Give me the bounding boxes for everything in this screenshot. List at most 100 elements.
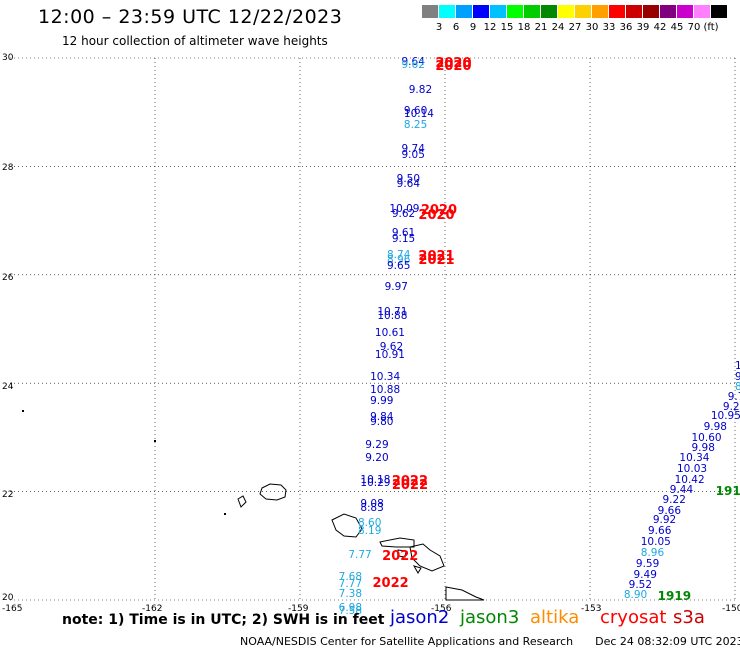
wave-height-observation: 9.97 <box>384 281 408 294</box>
wave-height-observation: 9.15 <box>391 232 416 245</box>
island-molokai <box>379 537 415 548</box>
wave-height-observation: 8.83 <box>360 501 384 514</box>
lon-label-150: -150 <box>722 604 740 614</box>
wave-height-observation: 8.74 <box>387 248 411 261</box>
scale-unit: (ft) <box>703 22 719 33</box>
island-oahu <box>331 513 363 538</box>
wave-height-observation: 8.19 <box>358 525 382 538</box>
wave-height-observation: 8. <box>735 380 740 393</box>
wave-height-observation: 8.96 <box>640 546 665 559</box>
wave-height-observation: 8.90 <box>623 589 648 602</box>
legend-altika: altika <box>530 607 580 628</box>
scale-swatch <box>439 5 455 18</box>
wave-height-observation: 8.25 <box>403 118 428 131</box>
legend-cryosat: cryosat <box>600 607 667 628</box>
wave-height-observation: 9.44 <box>669 483 694 496</box>
lon-label-165: -165 <box>2 604 23 614</box>
map-title: 12:00 – 23:59 UTC 12/22/2023 <box>38 6 343 28</box>
scale-label: 18 <box>517 22 531 33</box>
scale-swatch <box>490 5 506 18</box>
wave-height-observation: 7.58 <box>338 604 363 617</box>
lat-label-28: 28 <box>2 163 14 173</box>
scale-swatch <box>694 5 710 18</box>
wave-height-observation: 10.88 <box>377 310 408 323</box>
scale-label: 70 <box>687 22 701 33</box>
scale-label: 24 <box>551 22 565 33</box>
scale-swatch <box>626 5 642 18</box>
wave-height-observation: 8.60 <box>358 517 382 530</box>
island-kauai <box>259 483 287 501</box>
note-text: note: 1) Time is in UTC; 2) SWH is in fe… <box>62 612 385 628</box>
wave-height-observation: 10.03 <box>677 462 708 475</box>
reef-dots <box>22 410 226 515</box>
wave-height-observation: 9.62 <box>401 59 425 72</box>
wave-height-observation: 8.96 <box>387 254 411 267</box>
wave-height-observation: 9.82 <box>408 83 433 96</box>
lat-label-30: 30 <box>2 53 14 63</box>
scale-swatch <box>524 5 540 18</box>
wave-height-observation: 10.14 <box>403 107 434 120</box>
island-niihau <box>237 495 247 508</box>
scale-label: 21 <box>534 22 548 33</box>
wave-height-observation: 2021 <box>418 253 455 269</box>
wave-height-observation: 2020 <box>420 202 458 218</box>
wave-height-observation: 9.62 <box>391 208 416 221</box>
wave-height-observation: 7.38 <box>338 587 363 600</box>
wave-height-observation: 2022 <box>391 477 429 493</box>
scale-swatch <box>422 5 438 18</box>
wave-height-observation: 9.64 <box>396 178 421 191</box>
scale-label: 33 <box>602 22 616 33</box>
wave-height-observation: 9.29 <box>365 438 389 451</box>
wave-height-observation: 2022 <box>391 473 429 489</box>
wave-height-observation: 9.2 <box>722 400 740 413</box>
scale-label: 42 <box>653 22 667 33</box>
scale-swatch <box>643 5 659 18</box>
kaula-dot <box>224 513 226 515</box>
scale-label: 30 <box>585 22 599 33</box>
lon-label-153: -153 <box>581 604 602 614</box>
wave-height-observation: 9.7 <box>727 390 740 403</box>
necker-dot <box>154 440 156 442</box>
nihoa-dot <box>22 410 24 412</box>
scale-swatch <box>558 5 574 18</box>
wave-height-observation: 10.34 <box>679 452 710 465</box>
wave-height-observation: 9.65 <box>387 259 411 272</box>
island-kahoolawe <box>412 565 422 574</box>
scale-swatch <box>541 5 557 18</box>
scale-swatch <box>473 5 489 18</box>
wave-height-observation: 2022 <box>372 575 409 591</box>
wave-height-observation: 7.77 <box>348 548 372 561</box>
wave-height-observation: 9.74 <box>401 143 425 156</box>
wave-height-observation: 9.62 <box>379 340 404 353</box>
map-subtitle: 12 hour collection of altimeter wave hei… <box>62 34 328 48</box>
scale-swatch <box>660 5 676 18</box>
scale-label: 12 <box>483 22 497 33</box>
scale-swatch <box>456 5 472 18</box>
wave-height-observation: 9.92 <box>652 514 677 527</box>
lat-label-20: 20 <box>2 593 14 603</box>
scale-swatch <box>609 5 625 18</box>
wave-height-observation: 2020 <box>418 208 455 224</box>
legend-s3a: s3a <box>673 607 705 628</box>
legend-jason3: jason3 <box>460 607 520 628</box>
wave-height-observation: 10.61 <box>374 327 405 340</box>
wave-height-observation: 6.98 <box>338 602 363 615</box>
lat-label-22: 22 <box>2 490 14 500</box>
wave-height-observation: 10.60 <box>691 432 722 445</box>
lon-label-156: -156 <box>431 604 452 614</box>
wave-height-observation: 2021 <box>418 248 455 264</box>
wave-height-observation: 10.29 <box>360 477 391 489</box>
wave-height-observation: 9.60 <box>403 105 428 118</box>
scale-label: 36 <box>619 22 633 33</box>
scale-swatch <box>711 5 727 18</box>
scale-label: 15 <box>500 22 514 33</box>
wave-height-observation: 2022 <box>382 548 419 564</box>
lat-label-26: 26 <box>2 273 14 283</box>
scale-label: 3 <box>435 22 443 33</box>
wave-height-observation: 9.49 <box>633 568 657 581</box>
wave-height-observation: 9.05 <box>401 148 425 161</box>
wave-height-observation: 10.05 <box>640 536 671 549</box>
wave-height-observation: 9.61 <box>391 227 416 240</box>
wave-height-observation: 2020 <box>435 59 472 75</box>
